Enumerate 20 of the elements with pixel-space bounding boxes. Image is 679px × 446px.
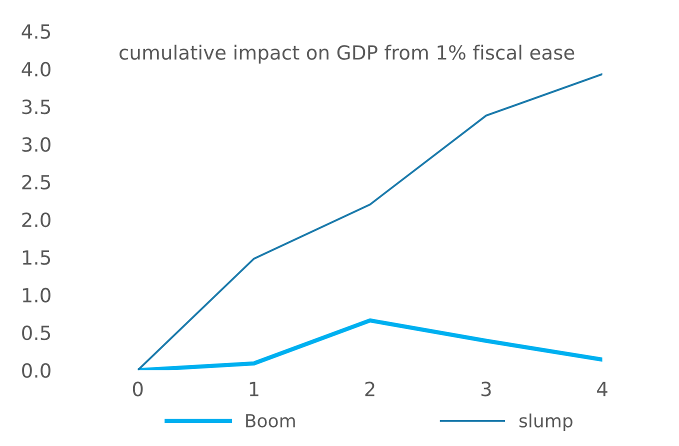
y-tick-label: 3.5 [22,100,50,114]
y-tick-label: 2.5 [22,174,50,190]
legend-label: Boom [246,414,295,428]
x-tick-label: 1 [250,382,258,396]
x-tick-label: 3 [481,382,491,396]
text: cumulative impact on GDP from 1% fiscal ease [120,44,574,64]
x-tick-label: 4 [597,382,608,396]
y-tick-label: 3.0 [22,137,50,152]
line-series [138,318,602,370]
y-tick-label: 4.0 [22,62,50,77]
y-tick-label: 4.5 [22,24,50,39]
legend-label: slump [519,414,572,432]
x-tick-label: 0 [132,382,143,396]
y-tick-label: 1.5 [22,250,50,265]
y-tick-label: 2.0 [22,212,50,228]
y-tick-label: 0.5 [22,325,50,340]
y-tick-label: 1.0 [22,288,50,303]
x-tick-label: 2 [365,382,374,396]
y-tick-label: 0.0 [22,363,50,378]
line-series [138,73,602,370]
